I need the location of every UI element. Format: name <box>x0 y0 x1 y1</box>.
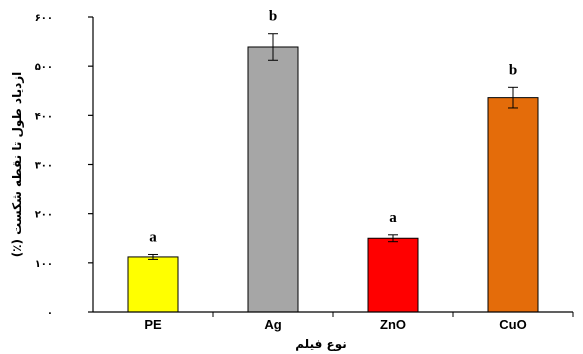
y-tick-label: ۴۰۰ <box>35 111 53 122</box>
x-axis-categories: PE Ag ZnO CuO <box>144 312 574 332</box>
error-bar-cuo <box>508 86 518 109</box>
significance-letter-pe: a <box>149 229 157 245</box>
y-tick-label: ۳۰۰ <box>35 161 53 172</box>
category-label-zno: ZnO <box>380 317 406 332</box>
bar-ag <box>247 46 299 313</box>
significance-letter-cuo: b <box>509 62 517 78</box>
y-tick-label: ۱۰۰ <box>35 259 53 270</box>
significance-letter-ag: b <box>269 9 277 25</box>
bar-cuo <box>487 97 539 313</box>
significance-letter-zno: a <box>389 210 397 226</box>
bar-zno <box>367 237 419 313</box>
category-label-cuo: CuO <box>499 317 526 332</box>
error-bar-ag <box>268 33 278 61</box>
y-tick-label: ۲۰۰ <box>35 210 53 221</box>
y-tick-label: ۵۰۰ <box>35 62 53 73</box>
category-label-ag: Ag <box>264 317 281 332</box>
y-tick-label: ۰ <box>47 308 53 319</box>
category-label-pe: PE <box>144 317 162 332</box>
y-axis-title: ازدیاد طول تا نقطه شکست (٪) <box>10 72 25 258</box>
y-axis-ticks: ۰ ۱۰۰ ۲۰۰ ۳۰۰ ۴۰۰ ۵۰۰ ۶۰۰ <box>35 13 93 319</box>
bars: a b a b <box>127 9 539 313</box>
bar-pe <box>127 256 179 313</box>
x-axis-title: نوع فیلم <box>295 337 346 352</box>
error-bar-pe <box>148 253 158 260</box>
y-tick-label: ۶۰۰ <box>35 13 53 24</box>
error-bar-zno <box>388 234 398 243</box>
